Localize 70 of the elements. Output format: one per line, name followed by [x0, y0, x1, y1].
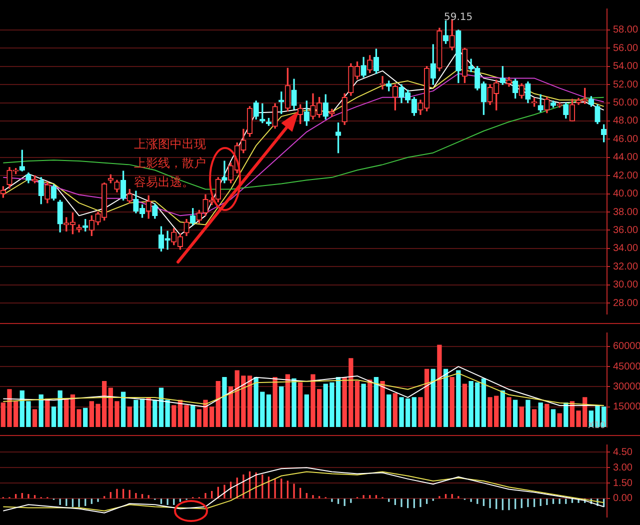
y-tick-label: 46.00	[613, 134, 638, 145]
bar	[392, 393, 398, 427]
bar	[272, 376, 278, 427]
bar	[368, 380, 372, 427]
bar	[380, 381, 385, 427]
bar	[38, 394, 44, 427]
bar	[481, 378, 486, 427]
y-tick-label: 3.00	[613, 462, 633, 474]
bar	[538, 402, 543, 427]
y-tick-label: 38.00	[613, 206, 638, 218]
bar	[127, 406, 132, 427]
bar	[506, 397, 512, 427]
bar	[146, 397, 151, 427]
bar	[456, 370, 461, 427]
y-tick-label: 36.00	[613, 224, 638, 236]
y-tick-label: 4.50	[613, 446, 633, 458]
candlestick	[222, 160, 228, 184]
bar	[412, 397, 416, 427]
y-tick-label: 30.00	[613, 280, 638, 291]
bar	[512, 400, 518, 427]
annotation: 上涨图中出现上影线，散户容易出逃。	[134, 136, 207, 191]
y-tick-label: 52.00	[613, 79, 638, 90]
bar	[266, 394, 272, 427]
bar	[228, 386, 234, 427]
y-tick-label: 48.00	[613, 116, 638, 127]
bar	[64, 398, 69, 427]
bar	[190, 405, 196, 427]
bar	[500, 390, 505, 427]
y-tick-label: 58.00	[613, 24, 638, 36]
bar	[222, 376, 227, 427]
annotation: X10	[588, 421, 606, 431]
bar	[462, 384, 468, 427]
y-tick-label: 50.00	[613, 98, 638, 109]
bar	[374, 376, 379, 427]
y-tick-label: 56.00	[613, 42, 638, 54]
y-tick-label: 1.50	[613, 478, 633, 489]
candlestick	[380, 76, 386, 90]
annotation: 59.15	[444, 12, 473, 24]
bar	[45, 398, 50, 427]
bar	[361, 384, 366, 427]
bar	[519, 406, 524, 427]
bar	[120, 392, 126, 427]
bar	[292, 378, 296, 427]
bar	[152, 400, 158, 427]
bar	[557, 413, 562, 427]
bar	[216, 381, 220, 427]
y-tick-label: 28.00	[613, 298, 638, 309]
bar	[83, 408, 88, 427]
bar	[550, 409, 556, 427]
bar	[544, 404, 550, 427]
bar	[285, 374, 290, 427]
bar	[443, 368, 448, 427]
bar	[450, 376, 454, 427]
bar	[279, 386, 284, 427]
bar	[532, 409, 537, 427]
bar	[437, 344, 442, 427]
bar	[430, 368, 436, 427]
y-tick-label: 40.00	[613, 188, 638, 200]
y-tick-label: 42.00	[613, 170, 638, 182]
y-tick-label: 34.00	[613, 243, 638, 254]
y-tick-label: 32.00	[613, 261, 638, 272]
y-tick-label: 54.00	[613, 61, 638, 72]
bar	[298, 382, 303, 427]
y-tick-label: 0.00	[613, 493, 633, 504]
bar	[386, 394, 392, 427]
bar	[304, 394, 309, 427]
bar	[172, 405, 176, 427]
bar	[526, 400, 530, 427]
y-tick-label: 44.00	[613, 152, 638, 164]
bar	[32, 409, 38, 427]
